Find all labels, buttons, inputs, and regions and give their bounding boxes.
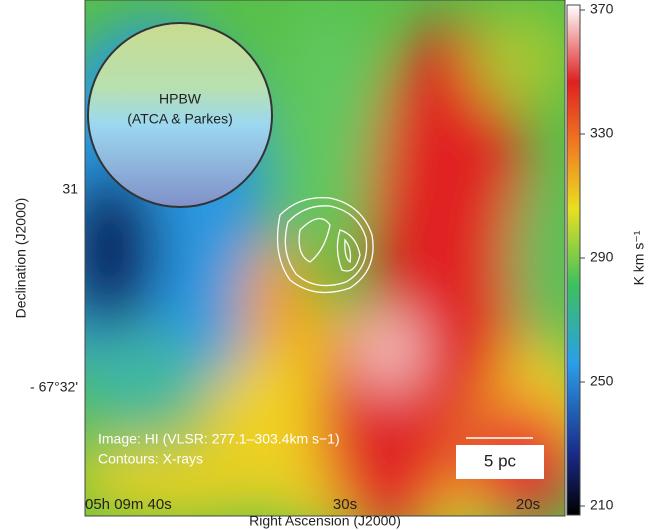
contour-note: Contours: X-rays bbox=[98, 451, 203, 467]
beam bbox=[87, 22, 273, 208]
x-axis-label: Right Ascension (J2000) bbox=[249, 513, 401, 529]
plot-frame bbox=[84, 0, 566, 517]
x-tick-label: 30s bbox=[333, 496, 357, 513]
x-tick-label: 20s bbox=[516, 496, 540, 513]
xray-contours bbox=[276, 196, 374, 294]
x-tick-label: 05h 09m 40s bbox=[85, 496, 172, 513]
scale-box bbox=[456, 445, 544, 479]
colorbar-tick-label: 330 bbox=[590, 125, 614, 141]
colorbar bbox=[566, 4, 581, 516]
y-tick-label: - 67°32' bbox=[30, 379, 78, 395]
beam-label: HPBW bbox=[159, 91, 202, 107]
colorbar-tick-label: 250 bbox=[590, 373, 614, 389]
colorbar-label: K km s⁻¹ bbox=[631, 230, 647, 285]
colorbar-tick-label: 370 bbox=[590, 1, 614, 17]
y-axis-label: Declination (J2000) bbox=[13, 198, 29, 319]
y-tick-label: 31 bbox=[62, 181, 78, 197]
colorbar-tick-label: 210 bbox=[590, 497, 614, 513]
beam-sublabel: (ATCA & Parkes) bbox=[127, 111, 233, 127]
colorbar-tick-label: 290 bbox=[590, 249, 614, 265]
scale-label: 5 pc bbox=[484, 451, 517, 470]
image-note: Image: HI (VLSR: 277.1–303.4km s−1) bbox=[98, 431, 340, 447]
